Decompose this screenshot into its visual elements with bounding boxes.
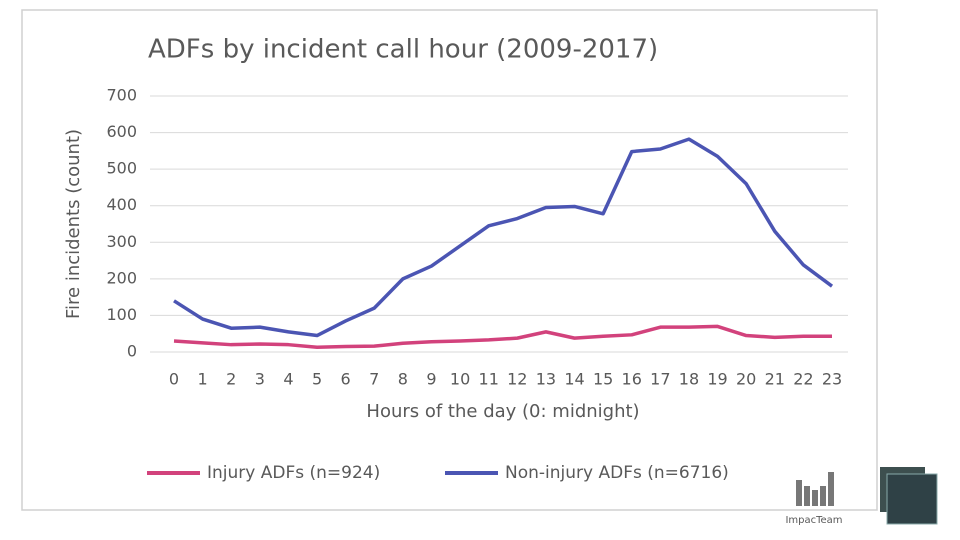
x-tick-label: 4 (283, 370, 293, 389)
y-tick-label: 100 (106, 305, 137, 324)
y-tick-label: 700 (106, 86, 137, 105)
x-tick-label: 10 (450, 370, 470, 389)
x-tick-label: 13 (536, 370, 556, 389)
logo-box (886, 473, 938, 525)
x-tick-label: 5 (312, 370, 322, 389)
x-tick-label: 15 (593, 370, 613, 389)
x-tick-label: 1 (198, 370, 208, 389)
y-tick-label: 600 (106, 122, 137, 141)
y-tick-label: 0 (127, 342, 137, 361)
y-tick-label: 400 (106, 195, 137, 214)
y-axis-label: Fire incidents (count) (63, 129, 84, 319)
x-tick-label: 21 (765, 370, 785, 389)
y-tick-label: 500 (106, 159, 137, 178)
x-tick-label: 16 (622, 370, 642, 389)
y-tick-label: 300 (106, 232, 137, 251)
x-tick-label: 14 (564, 370, 584, 389)
series-line (173, 324, 832, 349)
y-tick-label: 200 (106, 268, 137, 287)
x-tick-label: 3 (255, 370, 265, 389)
x-tick-label: 8 (398, 370, 408, 389)
x-tick-label: 17 (650, 370, 670, 389)
x-axis-label: Hours of the day (0: midnight) (366, 401, 639, 422)
x-tick-label: 2 (226, 370, 236, 389)
x-tick-label: 0 (169, 370, 179, 389)
x-tick-label: 19 (707, 370, 727, 389)
x-tick-label: 20 (736, 370, 756, 389)
x-tick-label: 12 (507, 370, 527, 389)
x-tick-label: 23 (822, 370, 842, 389)
chart-title: ADFs by incident call hour (2009-2017) (148, 35, 658, 65)
series-line (173, 137, 834, 338)
x-tick-label: 7 (369, 370, 379, 389)
logo-text: ImpacTeam (785, 515, 842, 526)
legend-label: Non-injury ADFs (n=6716) (505, 463, 729, 483)
logo-icon (796, 472, 834, 506)
x-tick-label: 9 (426, 370, 436, 389)
x-tick-label: 22 (793, 370, 813, 389)
x-tick-label: 18 (679, 370, 699, 389)
chart-frame (21, 9, 878, 511)
legend-label: Injury ADFs (n=924) (207, 463, 380, 483)
x-tick-label: 6 (341, 370, 351, 389)
x-tick-label: 11 (479, 370, 499, 389)
